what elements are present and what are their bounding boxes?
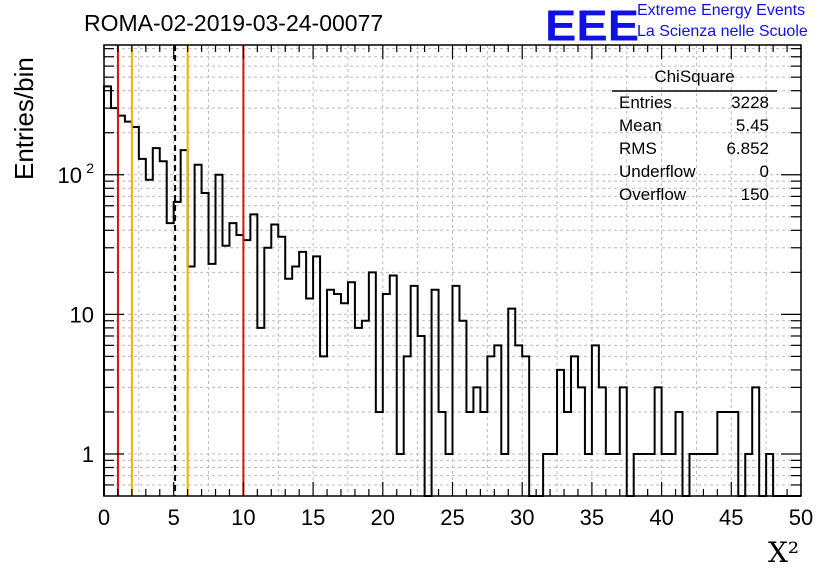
histogram-bin — [181, 150, 188, 496]
histogram-bin — [515, 345, 522, 496]
histogram-bin — [557, 370, 564, 496]
histogram-bin — [390, 275, 397, 496]
stats-value: 0 — [759, 162, 769, 181]
logo-caption-line1: Extreme Energy Events — [637, 2, 806, 19]
stats-key: Overflow — [619, 185, 687, 204]
histogram-bin — [362, 321, 369, 496]
x-tick-label: 5 — [168, 505, 180, 530]
histogram-bin — [578, 387, 585, 496]
histogram-bin — [229, 223, 236, 496]
x-tick-label: 0 — [98, 505, 110, 530]
x-tick-label: 25 — [440, 505, 464, 530]
histogram-bin — [222, 246, 229, 496]
histogram-bin — [522, 356, 529, 496]
stats-value: 150 — [740, 185, 769, 204]
axis-ticks — [103, 45, 802, 496]
histogram-bin — [104, 86, 111, 496]
histogram-bin — [459, 321, 466, 496]
histogram-bin — [487, 356, 494, 496]
histogram-bin — [264, 248, 271, 496]
cut-lines — [116, 45, 245, 496]
histogram-bin — [125, 122, 132, 496]
y-tick-label: 1 — [82, 442, 94, 467]
histogram-bin — [383, 294, 390, 496]
histogram-bin — [118, 116, 125, 496]
y-tick-label: 10 — [58, 163, 82, 188]
histogram-bin — [195, 165, 202, 496]
stats-row-underflow: Underflow 0 — [619, 162, 769, 184]
histogram-bin — [153, 148, 160, 496]
plot-frame — [103, 44, 802, 497]
histogram-bin — [292, 267, 299, 496]
x-tick-label: 20 — [371, 505, 395, 530]
histogram-bin — [188, 267, 195, 496]
stats-value: 6.852 — [726, 139, 769, 158]
histogram-bin — [418, 336, 425, 496]
x-tick-label: 40 — [649, 505, 673, 530]
histogram-bin — [236, 235, 243, 496]
histogram-bin — [453, 286, 460, 496]
histogram-bin — [299, 252, 306, 496]
x-tick-label: 50 — [789, 505, 813, 530]
x-tick-label: 45 — [719, 505, 743, 530]
y-tick-label: 10 — [70, 302, 94, 327]
histogram-bin — [655, 387, 662, 496]
y-axis-label: Entries/bin — [9, 57, 39, 180]
stats-row-mean: Mean 5.45 — [619, 116, 769, 138]
histogram-bin — [320, 356, 327, 496]
histogram-bin — [160, 161, 167, 496]
x-axis-label: X² — [768, 536, 800, 569]
stats-row-rms: RMS 6.852 — [619, 139, 769, 161]
stats-row-overflow: Overflow 150 — [619, 185, 769, 207]
histogram-bin — [243, 240, 250, 496]
histogram-bin — [209, 264, 216, 496]
histogram-bin — [494, 345, 501, 496]
histogram-bin — [216, 175, 223, 496]
histogram-bin — [404, 356, 411, 496]
y-tick-exponent: 2 — [86, 160, 94, 176]
eee-logo: EEE — [545, 0, 640, 50]
histogram-bin — [132, 127, 139, 496]
run-title: ROMA-02-2019-03-24-00077 — [84, 10, 384, 36]
histogram-bin — [146, 180, 153, 496]
histogram-bin — [278, 237, 285, 496]
histogram-bin — [571, 356, 578, 496]
histogram-bin — [473, 387, 480, 496]
x-tick-label: 35 — [580, 505, 604, 530]
histogram-bin — [411, 286, 418, 496]
stats-value: 5.45 — [735, 116, 769, 135]
stats-key: Mean — [619, 116, 662, 135]
histogram-bin — [271, 225, 278, 496]
histogram-bin — [752, 387, 759, 496]
histogram-bin — [202, 193, 209, 496]
histogram-bin — [620, 387, 627, 496]
histogram-bin — [111, 108, 118, 496]
x-tick-label: 15 — [301, 505, 325, 530]
histogram-bin — [334, 294, 341, 496]
stats-key: Underflow — [619, 162, 696, 181]
histogram-bin — [369, 272, 376, 496]
stats-key: RMS — [619, 139, 657, 158]
x-tick-label: 30 — [510, 505, 534, 530]
histogram-bin — [599, 387, 606, 496]
stats-key: Entries — [619, 93, 672, 112]
histogram-bin — [167, 223, 174, 496]
logo-caption-line2: La Scienza nelle Scuole — [637, 23, 808, 40]
histogram-bin — [592, 345, 599, 496]
stats-row-entries: Entries 3228 — [619, 93, 769, 115]
x-tick-label: 10 — [231, 505, 255, 530]
stats-title: ChiSquare — [654, 67, 735, 86]
stats-value: 3228 — [731, 93, 769, 112]
